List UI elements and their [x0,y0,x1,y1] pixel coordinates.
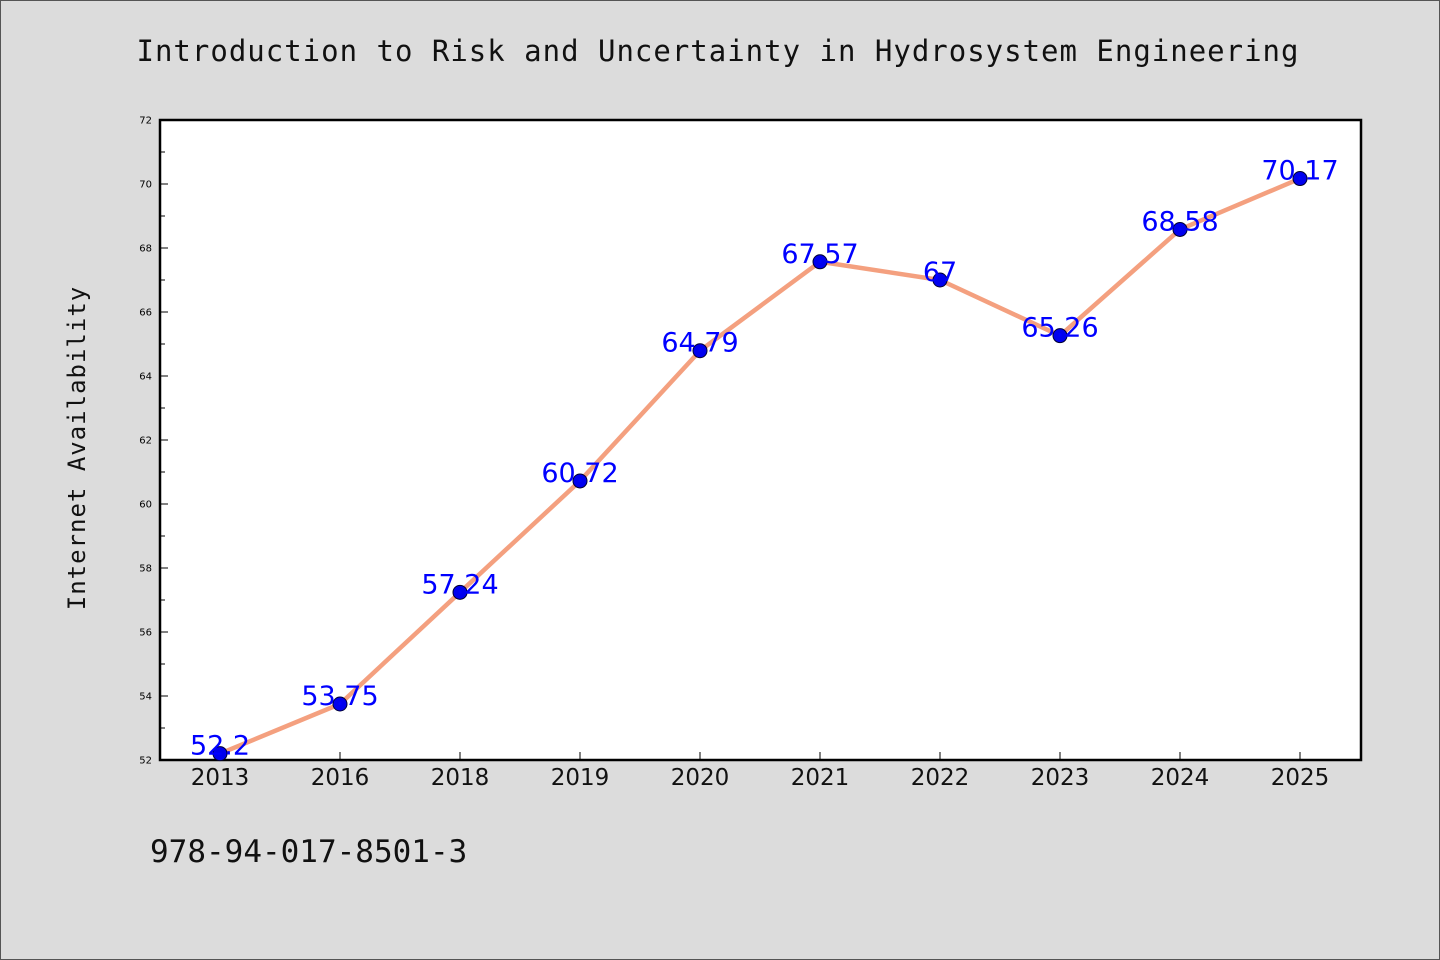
series-line [217,176,1303,756]
y-tick-label: 62 [139,436,152,447]
x-tick-label: 2019 [551,765,610,791]
data-points [212,171,1308,762]
data-label: 53.75 [301,681,378,712]
data-point [332,696,348,712]
data-label: 65.26 [1021,313,1098,344]
data-point [1292,171,1308,187]
x-tick-label: 2016 [311,765,370,791]
y-tick-label: 52 [139,756,152,767]
y-tick-label: 68 [139,244,152,255]
data-point [812,254,828,270]
y-tick-label: 54 [139,692,152,703]
data-label: 70.17 [1261,156,1338,187]
y-tick-label: 60 [139,500,152,511]
x-tick-label: 2020 [671,765,730,791]
data-label: 68.58 [1141,206,1218,237]
y-tick-label: 66 [139,308,152,319]
x-tick-label: 2021 [791,765,850,791]
data-point [452,584,468,600]
y-axis: 52 54 56 58 60 62 64 66 68 70 72 [139,116,168,767]
plot-area [158,118,1363,762]
data-label: 52.2 [190,731,250,762]
data-label: 64.79 [661,328,738,359]
x-tick-label: 2024 [1151,765,1210,791]
y-tick-label: 72 [139,116,152,127]
series-polyline [217,176,1303,756]
data-point [692,343,708,359]
data-point [212,746,228,762]
y-tick-label: 70 [139,180,152,191]
data-label: 60.72 [541,458,618,489]
data-point [572,473,588,489]
x-tick-label: 2018 [431,765,490,791]
data-label: 67 [923,257,957,288]
data-label: 57.24 [421,569,498,600]
y-tick-label: 56 [139,628,152,639]
data-labels: 52.2 53.75 57.24 60.72 64.79 67.57 67 65.26 68.5… [190,156,1339,762]
x-axis: 2013 2016 2018 2019 2020 2021 2022 2023 2024 2025 [191,752,1330,791]
data-point [932,272,948,288]
y-axis-label: Internet Availability [63,286,91,610]
data-point [1052,328,1068,344]
isbn-text: 978-94-017-8501-3 [150,834,468,870]
data-label: 67.57 [781,239,858,270]
x-tick-label: 2022 [911,765,970,791]
data-point [1172,221,1188,237]
y-tick-label: 58 [139,564,152,575]
x-tick-label: 2013 [191,765,250,791]
x-tick-label: 2023 [1031,765,1090,791]
x-tick-label: 2025 [1271,765,1330,791]
chart-title: Introduction to Risk and Uncertainty in … [136,34,1300,68]
y-tick-label: 64 [139,372,152,383]
